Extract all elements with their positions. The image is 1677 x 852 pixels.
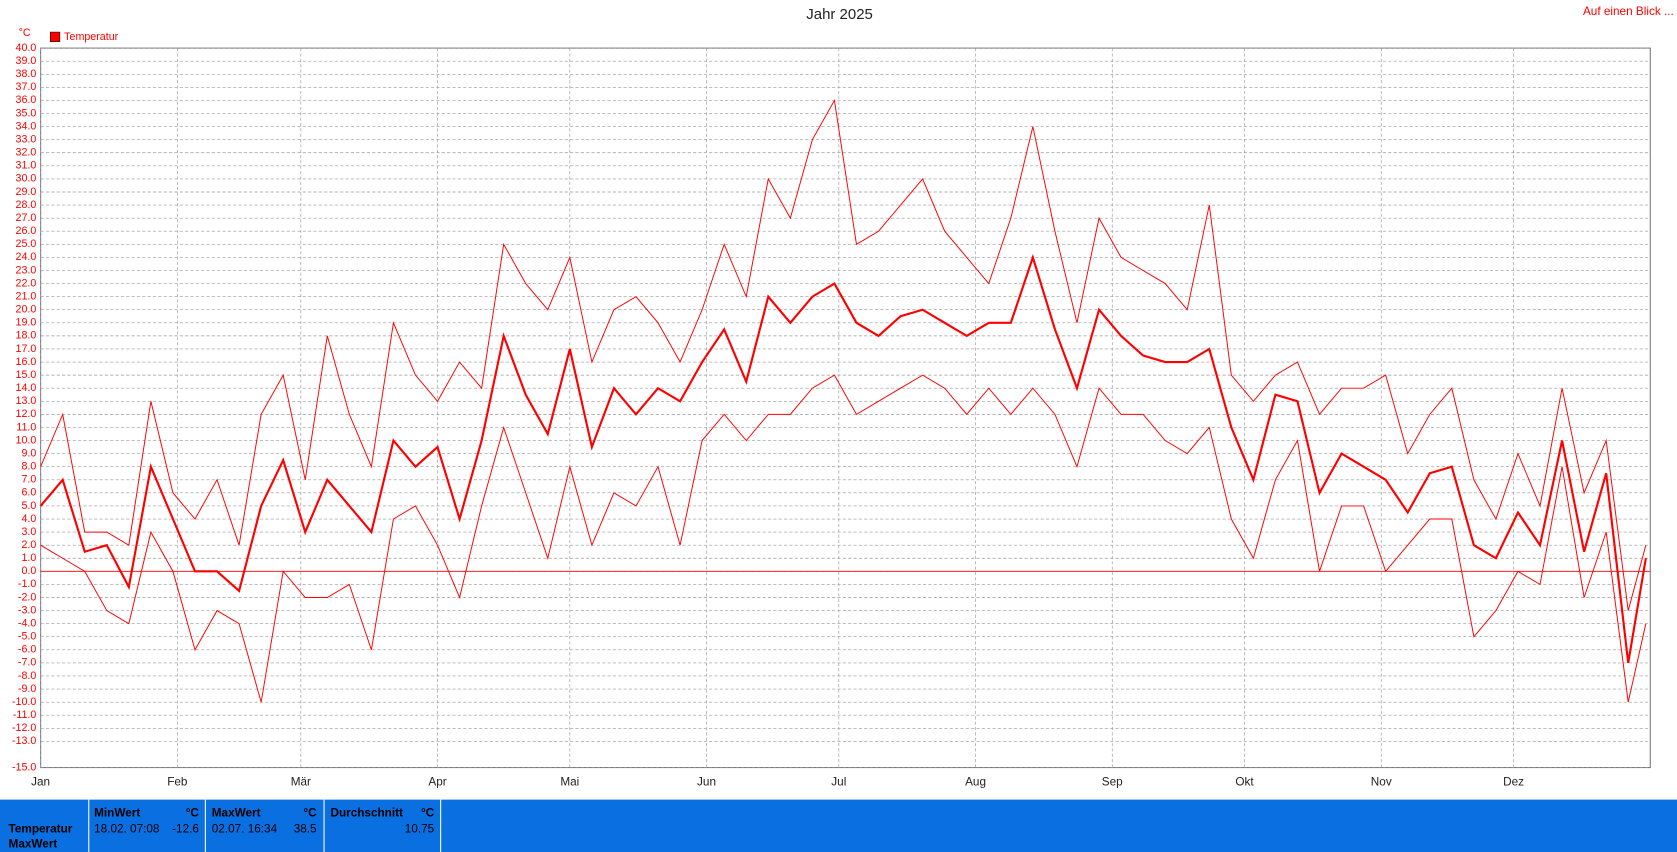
y-tick-label: -10.0: [12, 696, 36, 708]
series-line: [40, 374, 1647, 703]
y-tick-label: 8.0: [22, 461, 37, 473]
legend-swatch: [49, 31, 61, 42]
footer-bg: [0, 799, 1677, 852]
y-tick-label: 22.0: [16, 277, 37, 289]
y-tick-label: 21.0: [16, 290, 37, 302]
y-tick-label: 16.0: [16, 356, 37, 368]
y-tick-label: -12.0: [12, 722, 36, 734]
y-tick-label: 19.0: [16, 317, 37, 329]
x-tick-label: Feb: [167, 776, 188, 789]
y-tick-label: -1.0: [18, 578, 36, 590]
y-tick-label: 0.0: [22, 565, 37, 577]
y-tick-label: 23.0: [16, 264, 37, 276]
y-tick-label: 33.0: [16, 134, 37, 146]
x-tick-label: Mai: [560, 776, 579, 789]
y-tick-label: 40.0: [16, 42, 37, 54]
plot-area: [40, 47, 1651, 769]
chart-title: Jahr 2025: [806, 6, 873, 23]
x-tick-label: Jun: [697, 776, 716, 789]
y-tick-label: 36.0: [16, 94, 37, 106]
y-tick-label: 24.0: [16, 251, 37, 263]
y-unit: °C: [19, 27, 31, 39]
y-tick-label: 35.0: [16, 107, 37, 119]
y-tick-label: -4.0: [18, 617, 36, 629]
y-tick-label: 28.0: [16, 199, 37, 211]
y-tick-label: 20.0: [16, 304, 37, 316]
legend-label: Temperatur: [64, 31, 119, 43]
y-tick-label: 14.0: [16, 382, 37, 394]
footer: Temperatur MaxWert MinWert °C 18.02. 07:…: [9, 799, 442, 852]
footer-row: MaxWert: [9, 838, 58, 851]
footer-unit: °C: [303, 807, 317, 820]
footer-header: MaxWert: [212, 807, 261, 820]
y-tick-label: 6.0: [22, 487, 37, 499]
y-tick-label: 9.0: [22, 447, 37, 459]
footer-value: 10.75: [405, 823, 435, 836]
y-tick-label: -6.0: [18, 644, 36, 656]
y-tick-label: 1.0: [22, 552, 37, 564]
x-tick-label: Okt: [1235, 776, 1254, 789]
y-tick-label: -7.0: [18, 657, 36, 669]
footer-value: -12.6: [172, 823, 199, 836]
y-tick-label: -15.0: [12, 761, 36, 773]
y-tick-label: 29.0: [16, 186, 37, 198]
y-tick-label: 10.0: [16, 434, 37, 446]
y-tick-label: 3.0: [22, 526, 37, 538]
footer-unit: °C: [186, 807, 200, 820]
y-tick-label: 12.0: [16, 408, 37, 420]
y-tick-label: -9.0: [18, 683, 36, 695]
x-tick-label: Sep: [1102, 776, 1123, 789]
y-tick-label: -11.0: [13, 709, 37, 721]
y-tick-label: -13.0: [12, 735, 36, 747]
y-tick-label: 7.0: [22, 474, 37, 486]
x-tick-label: Jan: [31, 776, 50, 789]
y-tick-label: 15.0: [16, 369, 37, 381]
y-tick-label: 17.0: [16, 343, 37, 355]
x-tick-label: Mär: [291, 776, 311, 789]
y-tick-label: 30.0: [16, 173, 37, 185]
y-tick-label: 5.0: [22, 500, 37, 512]
x-tick-label: Apr: [428, 776, 446, 789]
y-tick-label: 11.0: [16, 421, 36, 433]
x-tick-label: Jul: [831, 776, 846, 789]
y-tick-label: 13.0: [16, 395, 37, 407]
y-tick-label: -2.0: [18, 591, 36, 603]
footer-row: Temperatur: [9, 823, 73, 836]
footer-unit: °C: [421, 807, 435, 820]
link[interactable]: Auf einen Blick ...: [1583, 5, 1674, 18]
y-tick-label: 25.0: [16, 238, 37, 250]
y-tick-label: 38.0: [16, 68, 37, 80]
y-tick-label: -3.0: [18, 604, 36, 616]
y-tick-label: 32.0: [16, 147, 37, 159]
y-tick-label: 39.0: [16, 55, 37, 67]
x-tick-label: Dez: [1503, 776, 1524, 789]
y-tick-label: 27.0: [16, 212, 37, 224]
footer-time: 02.07. 16:34: [212, 823, 278, 836]
footer-header: MinWert: [94, 807, 140, 820]
y-tick-label: -8.0: [18, 670, 36, 682]
footer-header: Durchschnitt: [330, 807, 403, 820]
x-tick-label: Aug: [965, 776, 986, 789]
y-tick-label: -5.0: [18, 631, 36, 643]
y-tick-label: 2.0: [22, 539, 37, 551]
y-tick-label: 26.0: [16, 225, 37, 237]
y-tick-label: 18.0: [16, 330, 37, 342]
y-tick-label: 34.0: [16, 120, 37, 132]
y-tick-label: 4.0: [22, 513, 37, 525]
footer-time: 18.02. 07:08: [94, 823, 160, 836]
x-tick-label: Nov: [1371, 776, 1392, 789]
series-line: [39, 253, 1647, 664]
y-tick-label: 37.0: [16, 81, 37, 93]
series-line: [40, 98, 1647, 611]
y-tick-label: 31.0: [16, 160, 37, 172]
footer-value: 38.5: [294, 823, 317, 836]
